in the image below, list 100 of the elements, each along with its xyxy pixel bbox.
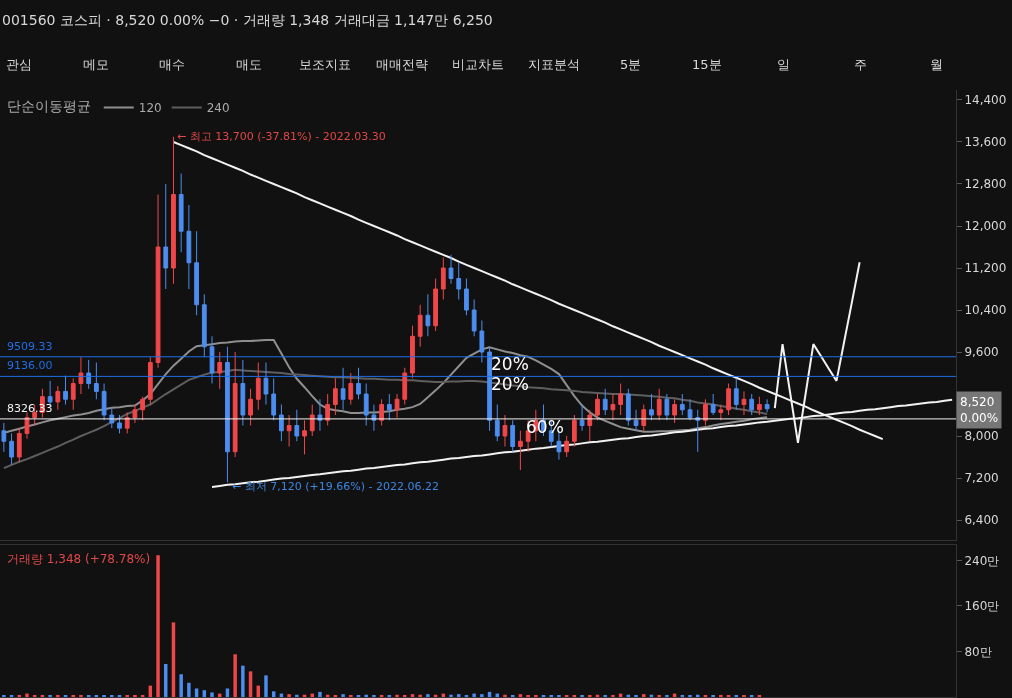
bar	[364, 694, 368, 697]
annotation: ← 최고 13,700 (-37.81%) - 2022.03.30	[177, 130, 386, 143]
bar	[472, 693, 476, 697]
candlestick	[9, 432, 14, 466]
text: 5분	[620, 57, 642, 72]
chart-subtitle: 001560 코스피 · 8,520 0.00% −0 · 거래량 1,348 거래대금 1,147만 6,250	[2, 12, 493, 28]
y-tick-label: 8,000	[964, 429, 999, 444]
candlestick	[625, 388, 631, 427]
candlestick	[726, 383, 731, 416]
annotation: 20%	[491, 354, 529, 374]
bar	[25, 693, 29, 697]
candlestick	[140, 396, 146, 421]
bar	[179, 674, 183, 697]
candlestick	[325, 393, 331, 427]
line-series	[2, 368, 769, 470]
bar	[410, 694, 415, 697]
candlestick	[718, 404, 724, 421]
bar	[210, 692, 214, 697]
candlestick	[749, 393, 755, 416]
candlestick	[741, 390, 747, 416]
y-tick-label: 11,200	[964, 261, 1007, 276]
candlestick	[209, 335, 215, 385]
bar	[264, 675, 268, 697]
candlestick	[271, 377, 277, 421]
candlestick	[672, 398, 677, 424]
candlestick	[618, 383, 624, 416]
candlestick	[394, 393, 400, 419]
text: 월	[930, 57, 943, 72]
candlestick	[356, 367, 361, 400]
candlestick	[340, 367, 346, 411]
legend-title: 단순이동평균	[6, 98, 91, 115]
candlestick	[55, 385, 61, 411]
candlestick	[194, 230, 199, 316]
bar	[449, 694, 453, 697]
y-tick-label: 7,200	[964, 471, 999, 486]
candlestick	[649, 393, 654, 421]
candlestick	[471, 299, 477, 337]
text: 8,520 0.00%	[960, 395, 999, 425]
candlestick	[464, 278, 469, 316]
y-tick-label: 12,000	[964, 219, 1007, 234]
candlestick	[579, 404, 585, 432]
ref-line-label: 9509.33	[7, 340, 53, 353]
bar	[233, 654, 237, 697]
ref-line-label: 9136.00	[7, 359, 53, 372]
text: 비교차트	[452, 57, 504, 72]
candlestick	[294, 409, 300, 442]
candlestick	[86, 359, 92, 390]
candlestick	[147, 356, 153, 406]
candlestick	[332, 377, 338, 416]
y-tick-label: 13,600	[964, 135, 1007, 150]
candlestick	[487, 346, 492, 432]
candlestick	[302, 419, 307, 455]
candlestick	[255, 362, 261, 411]
legend-label: 240	[206, 101, 230, 116]
text: 관심	[6, 57, 32, 72]
candlestick	[117, 414, 122, 434]
candlestick	[286, 414, 292, 448]
bar	[187, 682, 191, 697]
candlestick	[70, 377, 76, 411]
annotation: 20%	[491, 374, 529, 394]
candlestick	[687, 398, 693, 421]
y-tick-label: 6,400	[964, 513, 999, 528]
candlestick	[386, 393, 392, 421]
candlestick	[494, 404, 500, 442]
text: 일	[777, 57, 790, 72]
bar	[456, 694, 461, 697]
bar	[318, 691, 322, 697]
candlestick	[16, 427, 22, 463]
candlestick	[155, 193, 161, 369]
bar	[418, 694, 422, 697]
text: 주	[854, 57, 867, 72]
y-tick-label: 240만	[964, 553, 1000, 568]
bar	[241, 665, 245, 697]
candlestick	[279, 404, 284, 442]
candlestick	[679, 393, 685, 416]
candlestick	[232, 351, 238, 458]
candlestick	[225, 346, 230, 483]
text: 15분	[692, 57, 722, 72]
candlestick	[101, 383, 107, 421]
candlestick	[595, 393, 600, 421]
bar	[480, 694, 484, 697]
bar	[295, 694, 299, 697]
candlestick	[217, 351, 223, 390]
bar	[503, 694, 507, 697]
candlestick	[263, 362, 269, 406]
y-tick-label: 9,600	[964, 345, 999, 360]
bar	[341, 694, 345, 697]
candlestick	[248, 388, 253, 427]
bar	[225, 688, 230, 697]
candlestick	[571, 414, 577, 448]
bar	[271, 691, 276, 697]
legend-label: 120	[138, 101, 162, 116]
candlestick	[510, 419, 516, 453]
candlestick	[425, 293, 431, 337]
candlestick	[63, 375, 68, 406]
text: 매매전략	[376, 57, 428, 72]
candlestick	[433, 278, 438, 332]
candlestick	[610, 393, 616, 421]
candlestick	[440, 257, 446, 301]
candlestick	[240, 359, 246, 427]
